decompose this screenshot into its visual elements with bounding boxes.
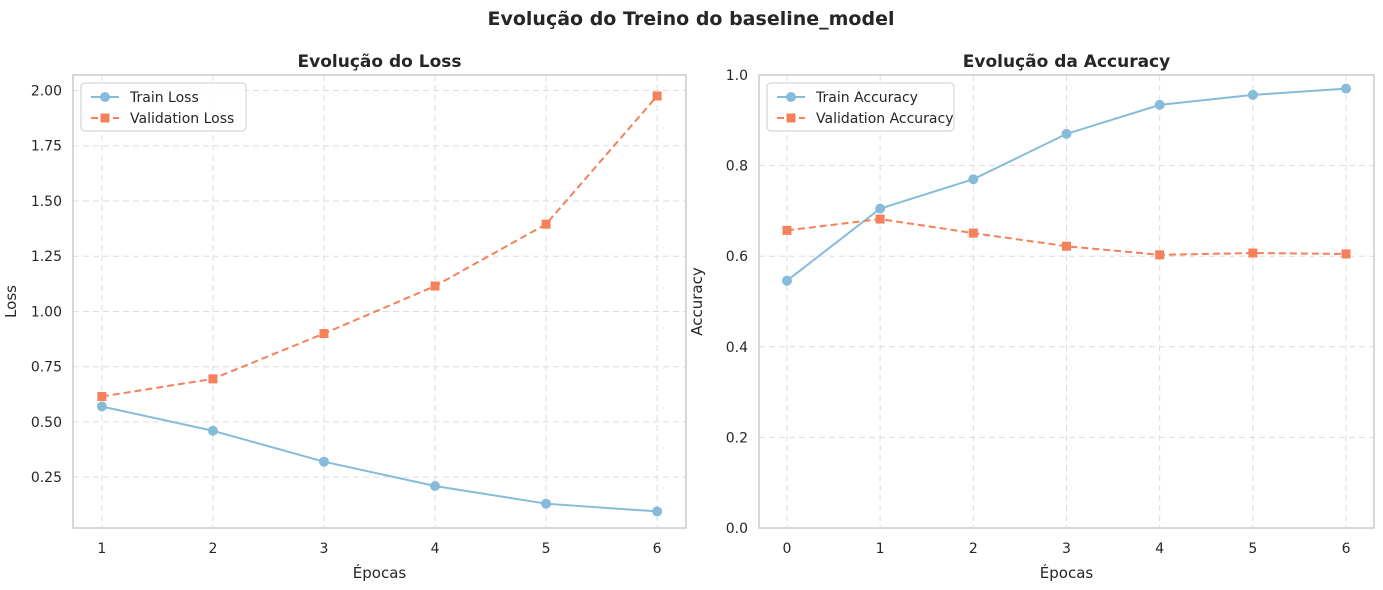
loss-train-loss-point — [96, 401, 107, 412]
loss-legend-label: Train Loss — [129, 90, 199, 106]
accuracy-x-tick-label: 0 — [782, 541, 791, 557]
loss-chart-title: Evolução do Loss — [298, 52, 462, 72]
accuracy-train-accuracy-point — [1247, 89, 1258, 100]
loss-y-tick-label: 1.00 — [31, 304, 62, 320]
loss-y-tick-label: 0.25 — [31, 470, 62, 486]
accuracy-y-tick-label: 0.0 — [726, 521, 748, 537]
loss-y-tick-label: 1.25 — [31, 249, 62, 265]
accuracy-y-tick-label: 1.0 — [726, 68, 748, 84]
accuracy-x-tick-label: 2 — [969, 541, 978, 557]
loss-legend-swatch-marker — [100, 92, 110, 102]
loss-train-loss-line — [101, 405, 658, 513]
accuracy-axes-frame — [758, 74, 1375, 529]
accuracy-x-tick-label: 3 — [1062, 541, 1071, 557]
loss-validation-loss-line — [101, 95, 658, 398]
loss-legend-swatch-marker — [100, 113, 110, 123]
loss-train-loss-point — [207, 425, 218, 436]
accuracy-y-tick-label: 0.4 — [726, 340, 748, 356]
accuracy-y-tick-label: 0.2 — [726, 430, 748, 446]
loss-y-tick-label: 2.00 — [31, 83, 62, 99]
loss-validation-loss-point — [541, 219, 551, 229]
loss-x-tick-label: 5 — [542, 541, 551, 557]
loss-train-loss-point — [541, 498, 552, 509]
accuracy-legend-label: Validation Accuracy — [816, 111, 954, 127]
accuracy-x-axis-label: Épocas — [1040, 563, 1094, 582]
loss-x-tick-label: 4 — [431, 541, 440, 557]
accuracy-train-accuracy-point — [1341, 83, 1352, 94]
loss-train-loss-point — [318, 456, 329, 467]
loss-y-axis-label: Loss — [2, 285, 20, 318]
accuracy-validation-accuracy-point — [1341, 249, 1351, 259]
accuracy-validation-accuracy-point — [782, 225, 792, 235]
loss-train-loss-point — [652, 506, 663, 517]
accuracy-legend-box — [766, 82, 955, 132]
loss-axes-frame — [72, 74, 687, 529]
accuracy-legend: Train Accuracy Validation Accuracy — [766, 82, 955, 132]
loss-y-tick-label: 1.50 — [31, 194, 62, 210]
loss-validation-loss-point — [208, 374, 218, 384]
loss-chart-panel: 1 2 3 4 5 6 0.25 0.50 0.75 1.00 1.25 1.50 1.75 2.00 Ev… — [2, 52, 687, 582]
accuracy-train-accuracy-point — [1154, 99, 1165, 110]
loss-validation-loss-point — [97, 392, 107, 402]
loss-legend-label: Validation Loss — [130, 111, 234, 127]
accuracy-validation-accuracy-point — [875, 214, 885, 224]
accuracy-train-accuracy-point — [875, 203, 886, 214]
accuracy-legend-swatch-marker — [786, 92, 796, 102]
accuracy-x-tick-label: 4 — [1155, 541, 1164, 557]
loss-validation-loss-point — [430, 281, 440, 291]
accuracy-validation-accuracy-point — [1062, 241, 1071, 251]
loss-x-tick-label: 2 — [208, 541, 217, 557]
accuracy-train-accuracy-point — [968, 174, 979, 185]
accuracy-chart-title: Evolução da Accuracy — [963, 52, 1170, 72]
accuracy-y-axis-label: Accuracy — [688, 267, 706, 336]
loss-validation-loss-point — [319, 329, 329, 339]
loss-y-tick-label: 1.75 — [31, 139, 62, 155]
accuracy-y-tick-label: 0.6 — [726, 249, 748, 265]
figure-title: Evolução do Treino do baseline_model — [488, 8, 895, 30]
loss-train-loss-point — [430, 481, 441, 492]
accuracy-legend-label: Train Accuracy — [815, 90, 918, 106]
accuracy-validation-accuracy-point — [1155, 250, 1165, 260]
loss-y-tick-label: 0.75 — [31, 360, 62, 376]
loss-legend-box — [80, 82, 247, 132]
accuracy-train-accuracy-point — [781, 275, 792, 286]
accuracy-train-accuracy-point — [1061, 128, 1072, 139]
accuracy-chart-panel: 0 1 2 3 4 5 6 0.0 0.2 0.4 0.6 0.8 1.0 Evolução da Acc… — [688, 52, 1375, 582]
loss-x-tick-label: 1 — [97, 541, 106, 557]
accuracy-x-tick-label: 5 — [1248, 541, 1257, 557]
accuracy-x-tick-label: 6 — [1342, 541, 1351, 557]
accuracy-validation-accuracy-point — [968, 228, 978, 238]
accuracy-x-tick-label: 1 — [876, 541, 885, 557]
loss-y-tick-label: 0.50 — [31, 415, 62, 431]
loss-x-tick-label: 3 — [320, 541, 329, 557]
loss-validation-loss-point — [652, 91, 662, 101]
accuracy-validation-accuracy-point — [1248, 248, 1258, 258]
accuracy-legend-swatch-marker — [786, 113, 796, 123]
loss-x-axis-label: Épocas — [353, 563, 407, 582]
accuracy-y-tick-label: 0.8 — [726, 159, 748, 175]
loss-x-tick-label: 6 — [653, 541, 662, 557]
loss-legend: Train Loss Validation Loss — [80, 82, 247, 132]
